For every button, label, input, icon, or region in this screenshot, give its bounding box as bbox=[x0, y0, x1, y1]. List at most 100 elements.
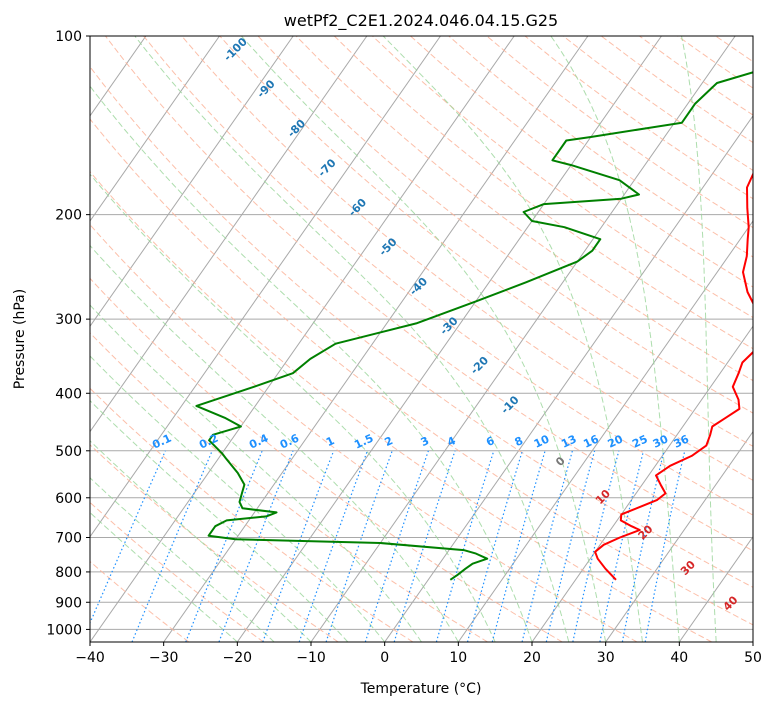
moist-adiabat-label: 20 bbox=[636, 522, 656, 542]
dry-adiabat-line bbox=[90, 332, 488, 642]
moist-adiabat-line bbox=[90, 440, 312, 642]
moist-adiabat-line bbox=[681, 36, 717, 642]
dry-adiabat-line bbox=[90, 387, 414, 642]
mixing-ratio-line bbox=[491, 450, 546, 642]
mixing-ratio-label: 13 bbox=[559, 433, 578, 451]
isotherm-line bbox=[90, 36, 368, 433]
mixing-ratio-line bbox=[298, 450, 368, 642]
moist-adiabat-line bbox=[90, 173, 496, 642]
dry-adiabat-line bbox=[486, 36, 753, 229]
y-tick-label: 900 bbox=[55, 595, 82, 611]
isotherm-line bbox=[384, 114, 753, 642]
x-tick-label: 30 bbox=[597, 650, 615, 666]
mixing-ratio-label: 0.1 bbox=[150, 432, 173, 452]
dry-adiabat-line bbox=[105, 36, 753, 552]
dry-adiabat-line bbox=[90, 560, 190, 642]
mixing-ratio-line bbox=[325, 450, 393, 642]
y-tick-label: 300 bbox=[55, 312, 82, 328]
mixing-ratio-line bbox=[521, 450, 573, 642]
dry-adiabat-line bbox=[677, 36, 753, 89]
mixing-ratio-label: 36 bbox=[672, 432, 692, 450]
mixing-ratio-label: 0.6 bbox=[278, 431, 301, 451]
isotherm-line bbox=[531, 325, 753, 642]
moist-adiabat-line bbox=[90, 355, 386, 642]
x-tick-label: −10 bbox=[296, 650, 326, 666]
isotherm-line bbox=[90, 36, 220, 222]
dry-adiabat-line bbox=[90, 170, 712, 642]
chart-title: wetPf2_C2E1.2024.046.04.15.G25 bbox=[284, 11, 558, 31]
mixing-ratio-label: 10 bbox=[532, 432, 552, 450]
dry-adiabat-line bbox=[372, 36, 753, 319]
isotherm-line bbox=[0, 36, 72, 642]
mixing-ratio-line bbox=[572, 450, 620, 642]
temperature-profile-line bbox=[594, 172, 753, 581]
x-axis-title: Temperature (°C) bbox=[360, 681, 482, 697]
y-tick-label: 200 bbox=[55, 208, 82, 224]
mixing-ratio-label: 1 bbox=[324, 434, 336, 449]
x-tick-label: −40 bbox=[75, 650, 105, 666]
dry-adiabat-line bbox=[754, 36, 775, 642]
moist-adiabat-label: 10 bbox=[593, 487, 613, 507]
isotherm-line bbox=[752, 641, 753, 642]
dry-adiabat-label: -70 bbox=[315, 156, 338, 179]
isotherm-line bbox=[90, 36, 294, 328]
mixing-ratio-line bbox=[185, 450, 263, 642]
dry-adiabat-label: -60 bbox=[346, 196, 369, 219]
x-tick-label: −20 bbox=[223, 650, 253, 666]
x-tick-label: 40 bbox=[670, 650, 688, 666]
x-tick-label: 50 bbox=[744, 650, 762, 666]
mixing-ratio-label: 1.5 bbox=[352, 432, 375, 452]
y-tick-label: 700 bbox=[55, 531, 82, 547]
x-tick-label: 0 bbox=[380, 650, 389, 666]
dry-adiabat-line bbox=[448, 36, 753, 258]
isotherm-line bbox=[90, 36, 441, 538]
moist-adiabat-line bbox=[90, 477, 275, 642]
isotherm-line bbox=[605, 430, 753, 642]
dry-adiabat-label: -80 bbox=[285, 117, 308, 140]
dry-adiabat-label: -30 bbox=[437, 314, 460, 337]
dry-adiabat-line bbox=[295, 36, 753, 382]
mixing-ratio-line bbox=[131, 450, 213, 642]
y-tick-label: 800 bbox=[55, 565, 82, 581]
dry-adiabat-line bbox=[90, 277, 563, 642]
mixing-ratio-label: 20 bbox=[606, 432, 626, 450]
mixing-ratio-line bbox=[90, 450, 166, 625]
x-tick-label: 10 bbox=[449, 650, 467, 666]
moist-adiabat-line bbox=[550, 36, 680, 642]
dry-adiabat-line bbox=[143, 36, 753, 516]
moist-adiabat-line bbox=[90, 244, 459, 642]
moist-adiabat-line bbox=[90, 399, 349, 642]
isotherm-line bbox=[457, 220, 753, 642]
dry-adiabat-line bbox=[90, 444, 339, 642]
dry-adiabat-line bbox=[90, 118, 753, 626]
y-tick-label: 500 bbox=[55, 444, 82, 460]
isotherm-line bbox=[163, 36, 589, 642]
dry-adiabat-label: -20 bbox=[468, 354, 491, 377]
dry-adiabat-line bbox=[333, 36, 753, 350]
x-tick-label: −30 bbox=[149, 650, 179, 666]
mixing-ratio-label: 16 bbox=[581, 432, 601, 450]
mixing-ratio-line bbox=[435, 450, 495, 642]
isotherm-line bbox=[90, 36, 515, 642]
mixing-ratio-line bbox=[599, 450, 645, 642]
moist-adiabat-line bbox=[90, 511, 238, 642]
mixing-ratio-label: 25 bbox=[630, 433, 649, 451]
y-tick-label: 600 bbox=[55, 491, 82, 507]
dry-adiabat-line bbox=[181, 36, 753, 481]
moist-adiabat-line bbox=[382, 36, 643, 642]
dewpoint-profile-line bbox=[195, 71, 753, 581]
y-tick-label: 1000 bbox=[46, 622, 82, 638]
moist-adiabat-label: 40 bbox=[721, 593, 741, 613]
x-tick-label: 20 bbox=[523, 650, 541, 666]
mixing-ratio-line bbox=[364, 450, 429, 642]
mixing-ratio-label: 6 bbox=[484, 434, 497, 449]
dry-adiabat-line bbox=[600, 36, 753, 144]
mixing-ratio-label: 8 bbox=[513, 434, 525, 449]
y-tick-label: 100 bbox=[55, 29, 82, 45]
mixing-ratio-line bbox=[262, 450, 335, 642]
dry-adiabat-line bbox=[90, 66, 753, 588]
mixing-ratio-label: 3 bbox=[419, 434, 431, 449]
moist-adiabat-label: 30 bbox=[678, 558, 698, 578]
dry-adiabat-label: -50 bbox=[376, 235, 399, 258]
